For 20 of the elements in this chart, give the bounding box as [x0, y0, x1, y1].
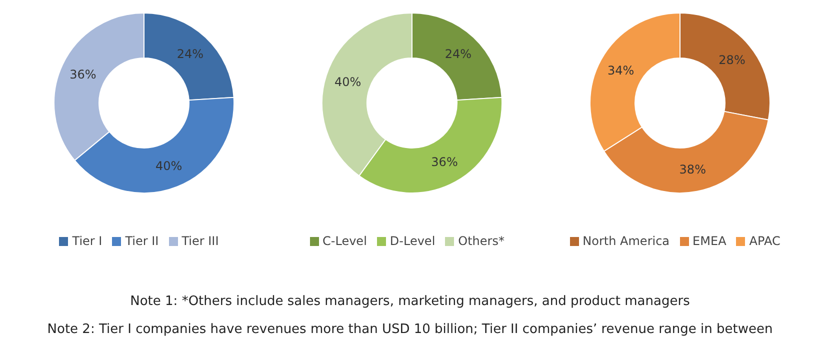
- legend-label: North America: [582, 234, 670, 248]
- legend-label: D-Level: [390, 234, 436, 248]
- legend-label: Tier II: [125, 234, 159, 248]
- data-label: 24%: [176, 46, 204, 61]
- legend-label: EMEA: [692, 234, 726, 248]
- data-label: 40%: [334, 75, 362, 90]
- legend-label: Tier III: [182, 234, 219, 248]
- text: Note 2: Tier I companies have revenues more than USD 10 billion; Tier II companies’ revenue range in between: [46, 321, 774, 339]
- data-label: 34%: [608, 63, 634, 78]
- data-label: 38%: [679, 162, 706, 176]
- legend-label: Others*: [458, 234, 504, 248]
- data-label: 28%: [718, 52, 746, 67]
- text: Note 1: *Others include sales managers, marketing managers, and product managers: [129, 293, 691, 311]
- data-label: 36%: [431, 155, 458, 170]
- legend-label: APAC: [749, 234, 780, 248]
- data-label: 24%: [444, 46, 472, 61]
- data-label: 40%: [156, 158, 182, 173]
- data-label: 36%: [70, 67, 96, 82]
- legend-label: C-Level: [322, 234, 367, 248]
- legend-label: Tier I: [72, 234, 102, 248]
